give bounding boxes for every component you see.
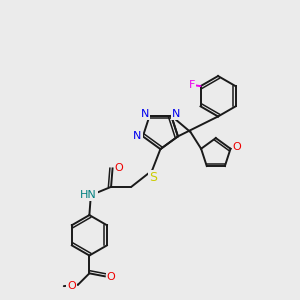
- Text: N: N: [133, 131, 142, 141]
- Text: O: O: [67, 281, 76, 291]
- Text: HN: HN: [80, 190, 97, 200]
- Text: O: O: [115, 163, 124, 173]
- Text: O: O: [106, 272, 115, 282]
- Text: F: F: [189, 80, 195, 90]
- Text: O: O: [233, 142, 242, 152]
- Text: N: N: [172, 109, 180, 119]
- Text: N: N: [141, 109, 149, 119]
- Text: S: S: [149, 170, 157, 184]
